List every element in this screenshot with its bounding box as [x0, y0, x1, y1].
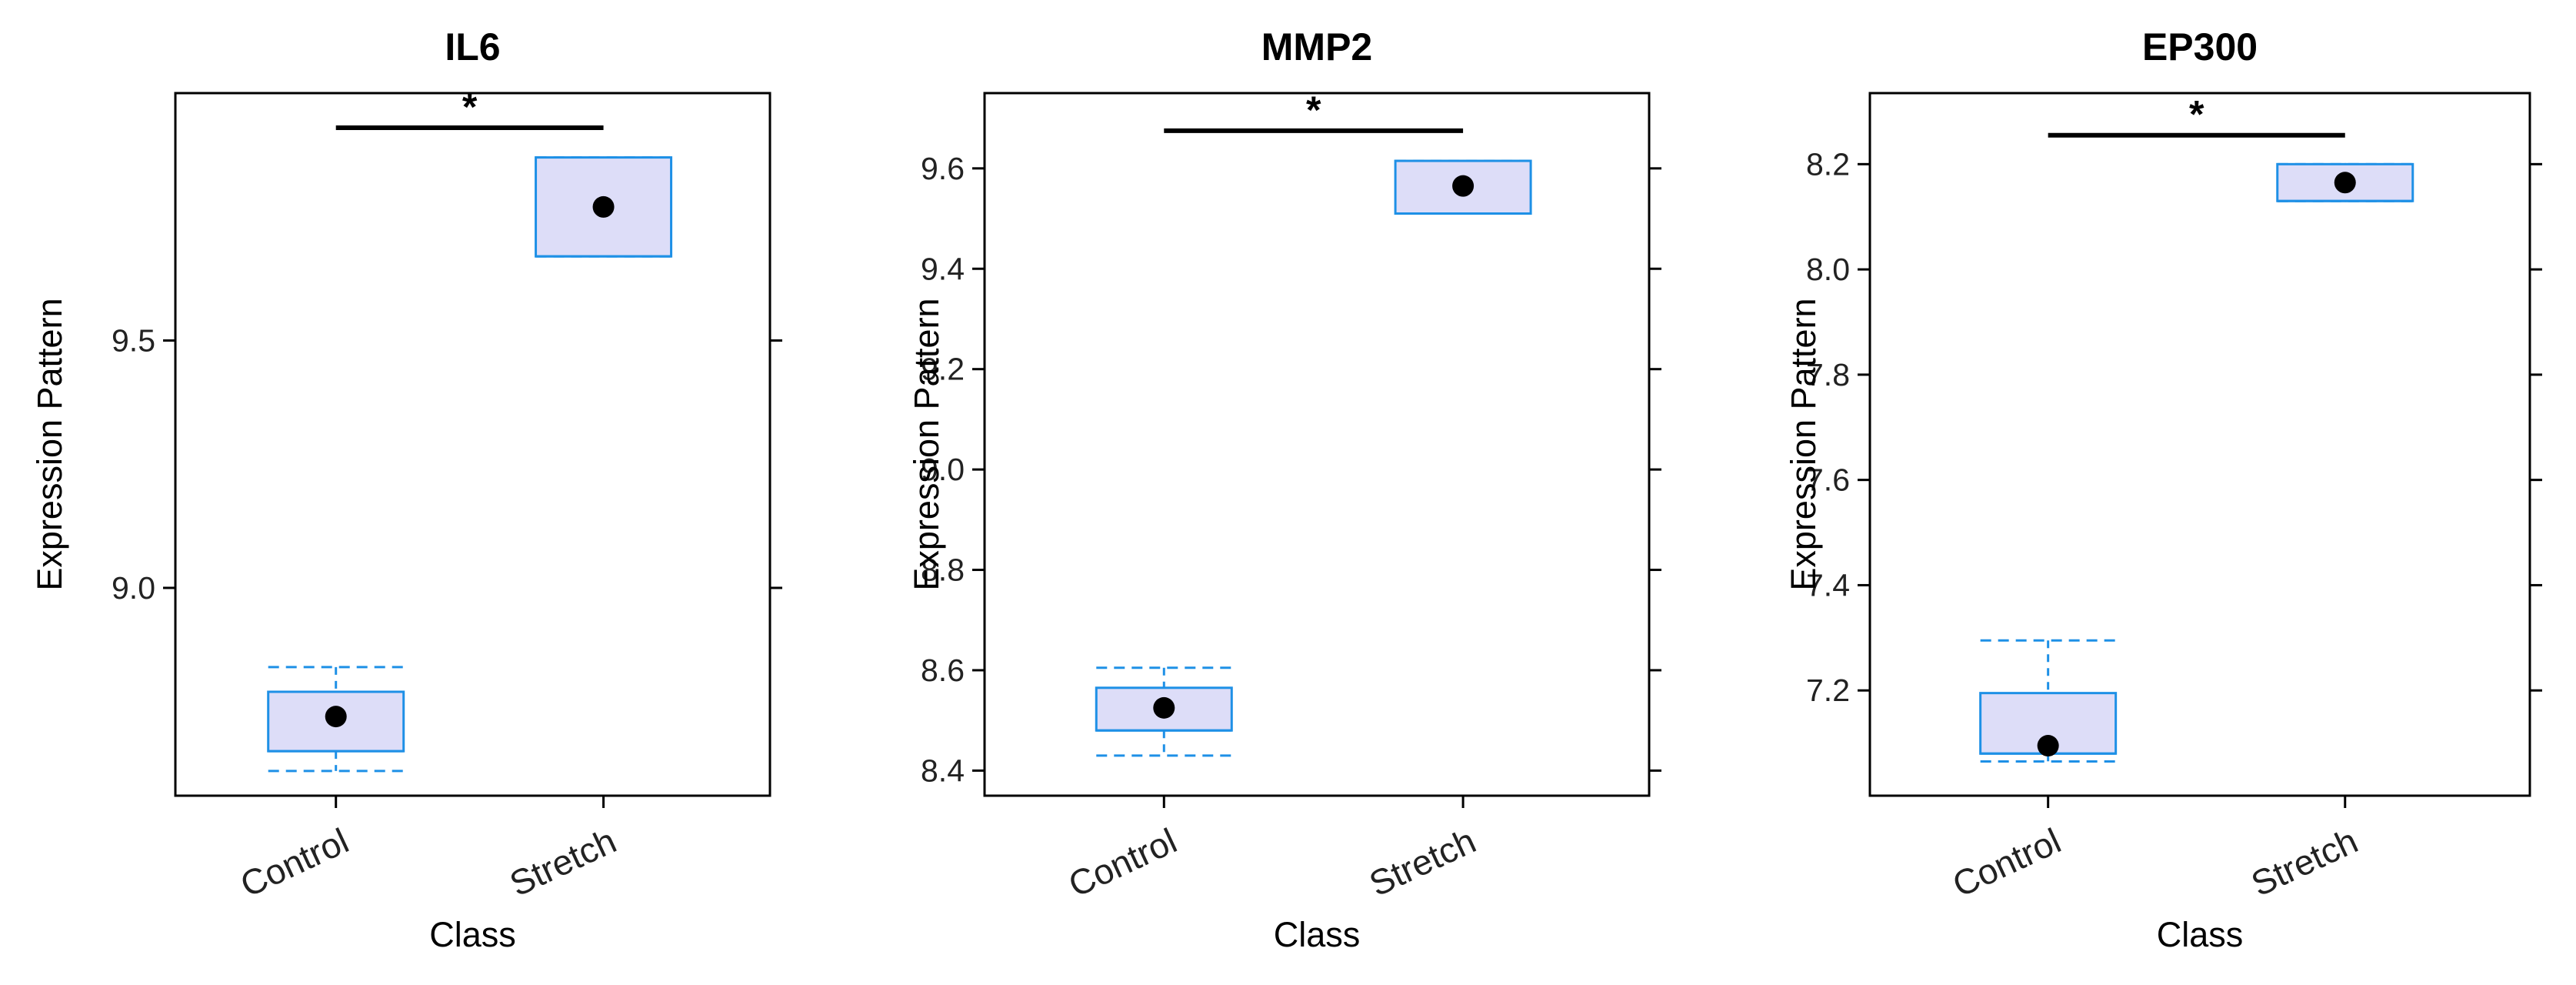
- plot-frame-ep300: [1868, 92, 2531, 797]
- significance-star-ep300: *: [2189, 93, 2204, 136]
- x-tick-label-mmp2-control: Control: [1062, 820, 1182, 905]
- y-axis-label-ep300: Expression Pattern: [1784, 298, 1823, 590]
- mean-point-ep300-stretch: [2334, 172, 2356, 194]
- plot-frame-mmp2: [983, 92, 1651, 797]
- y-tick-label-mmp2-1: 8.6: [921, 653, 965, 688]
- y-tick-label-ep300-5: 8.2: [1806, 146, 1850, 182]
- mean-point-mmp2-control: [1153, 696, 1175, 719]
- significance-star-mmp2: *: [1306, 88, 1321, 132]
- y-tick-label-mmp2-2: 8.8: [921, 553, 965, 588]
- y-tick-label-mmp2-6: 9.6: [921, 151, 965, 186]
- x-tick-label-il6-control: Control: [235, 820, 355, 905]
- x-tick-label-mmp2-stretch: Stretch: [1363, 820, 1481, 904]
- y-tick-label-ep300-0: 7.2: [1806, 673, 1850, 708]
- y-tick-label-mmp2-0: 8.4: [921, 753, 965, 788]
- mean-point-ep300-control: [2037, 735, 2059, 757]
- y-axis-label-mmp2: Expression Pattern: [907, 298, 946, 590]
- significance-star-il6: *: [462, 85, 478, 129]
- y-tick-label-ep300-3: 7.8: [1806, 357, 1850, 392]
- x-tick-label-il6-stretch: Stretch: [504, 820, 622, 904]
- y-tick-label-mmp2-5: 9.4: [921, 251, 965, 286]
- panel-title-mmp2: MMP2: [1261, 25, 1372, 68]
- y-tick-label-mmp2-4: 9.2: [921, 352, 965, 387]
- x-tick-label-ep300-stretch: Stretch: [2245, 820, 2364, 904]
- panel-title-il6: IL6: [445, 25, 500, 68]
- plot-frame-il6: [174, 92, 771, 797]
- y-tick-label-il6-0: 9.0: [112, 570, 155, 606]
- x-axis-label-il6: Class: [429, 915, 516, 954]
- x-axis-label-mmp2: Class: [1274, 915, 1361, 954]
- mean-point-il6-stretch: [592, 195, 615, 218]
- y-tick-label-ep300-2: 7.6: [1806, 462, 1850, 498]
- y-tick-label-ep300-4: 8.0: [1806, 252, 1850, 287]
- mean-point-il6-control: [325, 706, 347, 728]
- y-tick-label-ep300-1: 7.4: [1806, 567, 1850, 603]
- y-tick-label-mmp2-3: 9.0: [921, 452, 965, 487]
- x-tick-label-ep300-control: Control: [1947, 820, 2067, 905]
- y-axis-label-il6: Expression Pattern: [30, 298, 69, 590]
- y-tick-label-il6-1: 9.5: [112, 322, 155, 358]
- mean-point-mmp2-stretch: [1452, 175, 1475, 197]
- panel-title-ep300: EP300: [2142, 25, 2258, 68]
- x-axis-label-ep300: Class: [2157, 915, 2244, 954]
